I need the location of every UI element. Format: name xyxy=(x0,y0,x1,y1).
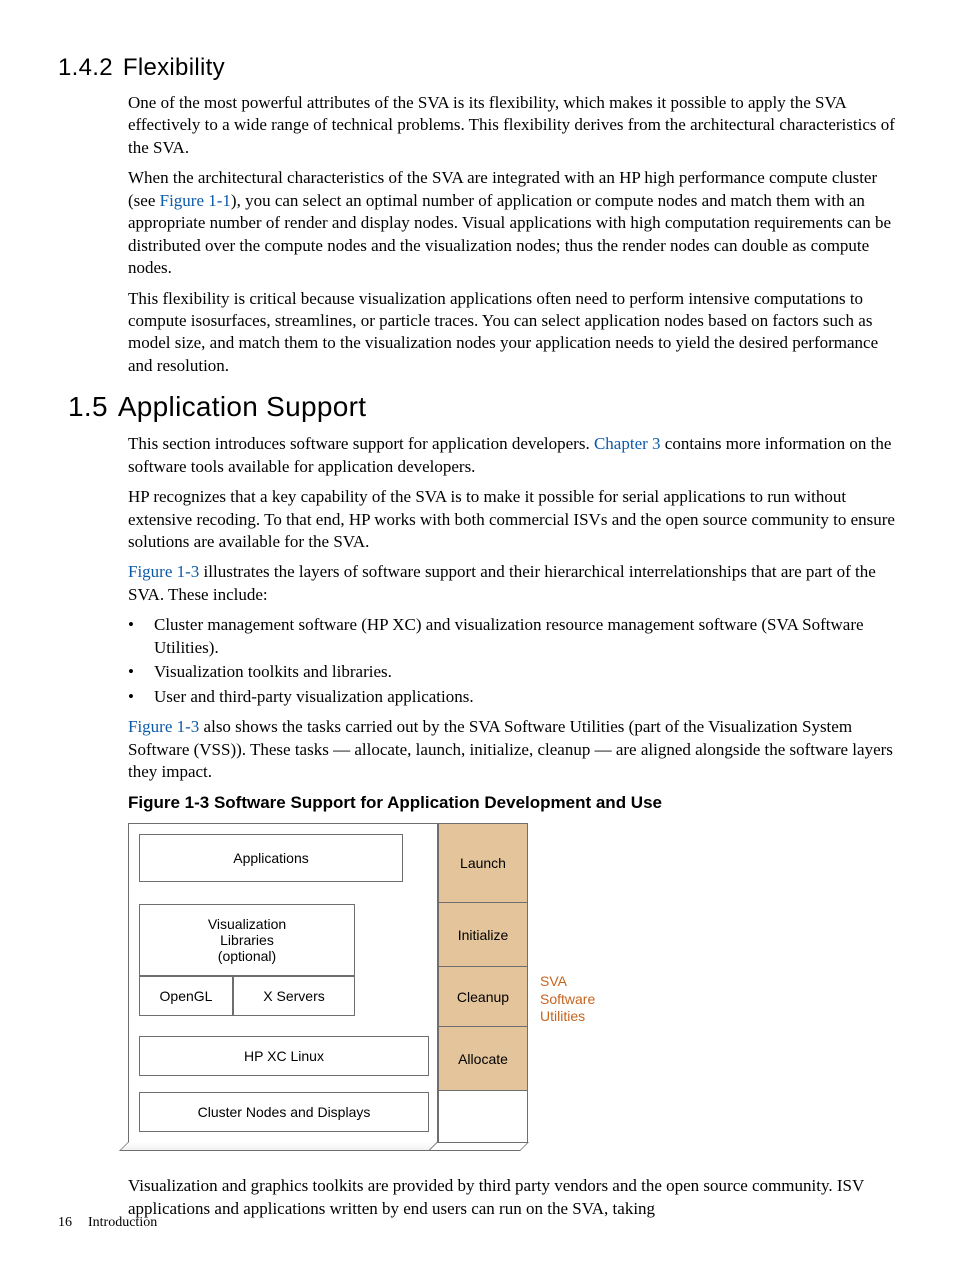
page-footer: 16 Introduction xyxy=(58,1215,157,1231)
text: ), you can select an optimal number of a… xyxy=(128,191,891,277)
figure-caption: Figure 1-3 Software Support for Applicat… xyxy=(128,793,896,813)
figure-layer: Applications xyxy=(139,834,403,882)
para: Figure 1-3 also shows the tasks carried … xyxy=(128,716,896,783)
figure-layer: Visualization Libraries (optional) xyxy=(139,904,355,976)
figure-layer: X Servers xyxy=(233,976,355,1016)
page-number: 16 xyxy=(58,1215,72,1230)
figure-side-label: SVA Software Utilities xyxy=(540,973,595,1026)
xref-figure-1-3[interactable]: Figure 1-3 xyxy=(128,717,199,736)
list-item: User and third-party visualization appli… xyxy=(154,686,896,708)
figure-right-stack: LaunchInitializeCleanupAllocate xyxy=(438,823,528,1143)
para: This flexibility is critical because vis… xyxy=(128,288,896,378)
figure-task: Cleanup xyxy=(438,967,528,1027)
text: This section introduces software support… xyxy=(128,434,594,453)
text: illustrates the layers of software suppo… xyxy=(128,562,876,603)
xref-figure-1-1[interactable]: Figure 1-1 xyxy=(160,191,231,210)
para: This section introduces software support… xyxy=(128,433,896,478)
xref-figure-1-3[interactable]: Figure 1-3 xyxy=(128,562,199,581)
heading-1-5: 1.5 Application Support xyxy=(68,391,896,423)
figure-layer: Cluster Nodes and Displays xyxy=(139,1092,429,1132)
para: HP recognizes that a key capability of t… xyxy=(128,486,896,553)
heading-number: 1.4.2 xyxy=(58,54,113,81)
heading-title: Flexibility xyxy=(123,54,225,81)
list-item: Visualization toolkits and libraries. xyxy=(154,661,896,683)
para: When the architectural characteristics o… xyxy=(128,167,896,279)
para: One of the most powerful attributes of t… xyxy=(128,92,896,159)
figure-task: Launch xyxy=(438,823,528,903)
figure-task: Allocate xyxy=(438,1027,528,1091)
figure-layer: OpenGL xyxy=(139,976,233,1016)
para: Visualization and graphics toolkits are … xyxy=(128,1175,896,1220)
bullet-list: Cluster management software (HP XC) and … xyxy=(128,614,896,708)
heading-1-4-2: 1.4.2 Flexibility xyxy=(58,54,896,82)
section-1-4-2-body: One of the most powerful attributes of t… xyxy=(128,92,896,377)
figure-left-stack: Applications Visualization Libraries (opt… xyxy=(128,823,438,1143)
text: also shows the tasks carried out by the … xyxy=(128,717,893,781)
heading-number: 1.5 xyxy=(68,391,108,422)
figure-task: Initialize xyxy=(438,903,528,967)
footer-section: Introduction xyxy=(88,1215,157,1230)
heading-title: Application Support xyxy=(118,391,367,422)
page: 1.4.2 Flexibility One of the most powerfu… xyxy=(0,0,954,1271)
figure-layer: HP XC Linux xyxy=(139,1036,429,1076)
figure-1-3: Applications Visualization Libraries (opt… xyxy=(128,823,658,1159)
xref-chapter-3[interactable]: Chapter 3 xyxy=(594,434,661,453)
section-1-5-wrap: 1.5Application Support This section intr… xyxy=(128,391,896,1220)
list-item: Cluster management software (HP XC) and … xyxy=(154,614,896,659)
figure-task xyxy=(438,1091,528,1143)
para: Figure 1-3 illustrates the layers of sof… xyxy=(128,561,896,606)
